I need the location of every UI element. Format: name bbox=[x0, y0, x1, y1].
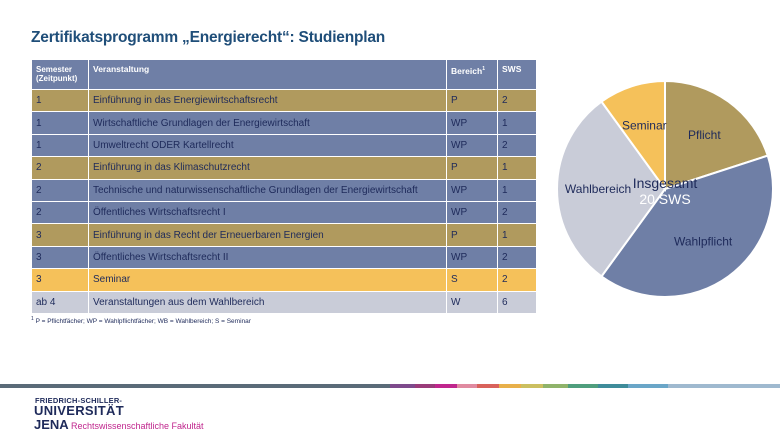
university-logo-line2: UNIVERSITÄT bbox=[34, 403, 124, 418]
cell-bereich: W bbox=[446, 290, 498, 314]
cell-bereich: WP bbox=[446, 200, 498, 225]
cell-veranstaltung: Veranstaltungen aus dem Wahlbereich bbox=[88, 290, 447, 314]
cell-sws: 2 bbox=[497, 88, 537, 113]
pie-slice-wahlpflicht bbox=[600, 154, 774, 298]
table-row: 2 Technische und naturwissenschaftliche … bbox=[31, 178, 537, 202]
cell-semester: 2 bbox=[31, 178, 89, 202]
cell-semester: 2 bbox=[31, 156, 89, 180]
pie-center-label-line1: Insgesamt bbox=[633, 175, 698, 191]
pie-center-label-line2: 20 SWS bbox=[639, 191, 690, 207]
table-row: 3 Öffentliches Wirtschaftsrecht II WP 2 bbox=[31, 245, 537, 270]
table-header-row: Semester (Zeitpunkt) Veranstaltung Berei… bbox=[31, 59, 537, 90]
cell-semester: 1 bbox=[31, 111, 89, 135]
cell-sws: 1 bbox=[497, 111, 537, 135]
cell-bereich: S bbox=[446, 268, 498, 292]
table-row: ab 4 Veranstaltungen aus dem Wahlbereich… bbox=[31, 290, 537, 314]
header-sws: SWS bbox=[497, 59, 537, 90]
footer-stripe-segment bbox=[598, 384, 628, 388]
pie-label-wahlpflicht: Wahlpflicht bbox=[674, 234, 733, 248]
pie-slice-seminar bbox=[600, 80, 666, 193]
pie-label-seminar: Seminar bbox=[622, 118, 667, 132]
footnote-marker: 1 bbox=[31, 316, 34, 322]
cell-sws: 1 bbox=[497, 178, 537, 202]
cell-sws: 6 bbox=[497, 290, 537, 314]
footer-stripe-segment bbox=[477, 384, 499, 388]
cell-bereich: P bbox=[446, 88, 498, 113]
pie-label-pflicht: Pflicht bbox=[688, 128, 721, 142]
table-row: 1 Umweltrecht ODER Kartellrecht WP 2 bbox=[31, 133, 537, 158]
table-row: 1 Einführung in das Energiewirtschaftsre… bbox=[31, 88, 537, 113]
pie-label-wahlbereich: Wahlbereich bbox=[565, 182, 631, 196]
university-logo-line1: FRIEDRICH-SCHILLER- bbox=[35, 396, 123, 405]
cell-semester: 3 bbox=[31, 268, 89, 292]
cell-bereich: WP bbox=[446, 133, 498, 158]
cell-bereich: P bbox=[446, 223, 498, 247]
footer-stripe-segment bbox=[435, 384, 457, 388]
cell-veranstaltung: Einführung in das Klimaschutzrecht bbox=[88, 156, 447, 180]
cell-semester: 3 bbox=[31, 223, 89, 247]
cell-bereich: P bbox=[446, 156, 498, 180]
cell-veranstaltung: Öffentliches Wirtschaftsrecht I bbox=[88, 200, 447, 225]
footnote-text: P = Pflichtfächer; WP = Wahlpflichtfäche… bbox=[35, 318, 251, 326]
header-bereich-footnote-marker: 1 bbox=[482, 66, 485, 72]
table-row: 1 Wirtschaftliche Grundlagen der Energie… bbox=[31, 111, 537, 135]
cell-semester: 1 bbox=[31, 88, 89, 113]
cell-sws: 2 bbox=[497, 200, 537, 225]
cell-veranstaltung: Umweltrecht ODER Kartellrecht bbox=[88, 133, 447, 158]
cell-bereich: WP bbox=[446, 111, 498, 135]
cell-sws: 2 bbox=[497, 268, 537, 292]
cell-veranstaltung: Wirtschaftliche Grundlagen der Energiewi… bbox=[88, 111, 447, 135]
table-row: 2 Einführung in das Klimaschutzrecht P 1 bbox=[31, 156, 537, 180]
cell-sws: 2 bbox=[497, 133, 537, 158]
study-plan-table: Semester (Zeitpunkt) Veranstaltung Berei… bbox=[31, 59, 537, 314]
cell-bereich: WP bbox=[446, 245, 498, 270]
footer-stripe-segment bbox=[390, 384, 415, 388]
header-bereich-label: Bereich bbox=[451, 65, 483, 76]
footer-stripe-segment bbox=[457, 384, 477, 388]
header-bereich: Bereich1 bbox=[446, 59, 498, 90]
cell-semester: 2 bbox=[31, 200, 89, 225]
page-title: Zertifikatsprogramm „Energierecht“: Stud… bbox=[31, 29, 386, 46]
cell-veranstaltung: Öffentliches Wirtschaftsrecht II bbox=[88, 245, 447, 270]
footer-stripe-segment bbox=[543, 384, 568, 388]
footer-stripe-segment bbox=[668, 384, 780, 388]
table-row: 2 Öffentliches Wirtschaftsrecht I WP 2 bbox=[31, 200, 537, 225]
header-semester: Semester (Zeitpunkt) bbox=[31, 59, 89, 90]
university-logo-line3: JENA bbox=[34, 417, 69, 432]
cell-sws: 1 bbox=[497, 156, 537, 180]
cell-veranstaltung: Einführung in das Recht der Erneuerbaren… bbox=[88, 223, 447, 247]
cell-bereich: WP bbox=[446, 178, 498, 202]
cell-sws: 1 bbox=[497, 223, 537, 247]
cell-semester: 1 bbox=[31, 133, 89, 158]
footer-stripe-segment bbox=[628, 384, 668, 388]
footnote: 1 P = Pflichtfächer; WP = Wahlpflichtfäc… bbox=[31, 316, 251, 325]
cell-veranstaltung: Einführung in das Energiewirtschaftsrech… bbox=[88, 88, 447, 113]
faculty-name: Rechtswissenschaftliche Fakultät bbox=[71, 421, 204, 431]
sws-pie-chart: Pflicht Wahlpflicht Wahlbereich Seminar Insg… bbox=[556, 80, 774, 298]
table-row: 3 Einführung in das Recht der Erneuerbar… bbox=[31, 223, 537, 247]
footer-stripe-segment bbox=[521, 384, 543, 388]
cell-semester: ab 4 bbox=[31, 290, 89, 314]
footer-stripe-segment bbox=[499, 384, 521, 388]
cell-semester: 3 bbox=[31, 245, 89, 270]
cell-veranstaltung: Seminar bbox=[88, 268, 447, 292]
footer-stripe-segment bbox=[568, 384, 598, 388]
header-veranstaltung: Veranstaltung bbox=[88, 59, 447, 90]
footer-stripe-segment bbox=[415, 384, 435, 388]
cell-veranstaltung: Technische und naturwissenschaftliche Gr… bbox=[88, 178, 447, 202]
pie-slice-pflicht bbox=[664, 80, 769, 191]
table-row: 3 Seminar S 2 bbox=[31, 268, 537, 292]
cell-sws: 2 bbox=[497, 245, 537, 270]
pie-slice-wahlbereich bbox=[556, 100, 667, 278]
